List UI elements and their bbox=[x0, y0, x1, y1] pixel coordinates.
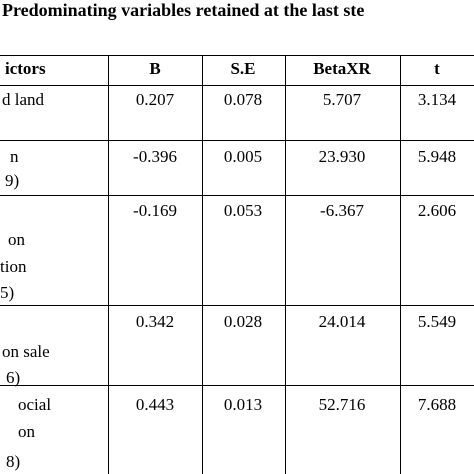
rule bbox=[285, 55, 286, 474]
rule bbox=[0, 385, 474, 386]
row-label: 9) bbox=[5, 171, 20, 190]
cell: 0.342 bbox=[135, 312, 175, 331]
cell: 7.688 bbox=[417, 395, 457, 414]
rule bbox=[108, 55, 109, 474]
row-label: ocial bbox=[18, 395, 52, 414]
cell: -6.367 bbox=[320, 201, 364, 220]
row-label: on bbox=[18, 422, 35, 441]
rule bbox=[0, 140, 474, 141]
rule bbox=[400, 55, 401, 474]
cell: 0.005 bbox=[223, 147, 263, 166]
header-cell: BetaXR bbox=[313, 59, 371, 78]
table-title: Predominating variables retained at the … bbox=[2, 0, 365, 20]
row-label: 5) bbox=[0, 283, 15, 302]
cell: 0.013 bbox=[223, 395, 263, 414]
rule bbox=[0, 85, 474, 86]
header-cell: S.E bbox=[230, 59, 256, 78]
cell: 0.078 bbox=[223, 90, 263, 109]
rule bbox=[0, 195, 474, 196]
cell: 0.028 bbox=[223, 312, 263, 331]
cell: 5.549 bbox=[417, 312, 457, 331]
row-label: tion bbox=[0, 257, 27, 276]
cell: 23.930 bbox=[318, 147, 366, 166]
rule bbox=[0, 55, 474, 56]
cell: -0.396 bbox=[133, 147, 177, 166]
row-label: on bbox=[8, 230, 25, 249]
header-cell: ictors bbox=[5, 59, 46, 78]
cell: 0.207 bbox=[135, 90, 175, 109]
cell: 5.948 bbox=[417, 147, 457, 166]
header-cell: B bbox=[149, 59, 161, 78]
cell: 2.606 bbox=[417, 201, 457, 220]
cell: 24.014 bbox=[318, 312, 366, 331]
rule bbox=[202, 55, 203, 474]
row-label: 8) bbox=[6, 452, 21, 471]
row-label: 6) bbox=[6, 368, 21, 387]
cell: -0.169 bbox=[133, 201, 177, 220]
cell: 0.053 bbox=[223, 201, 263, 220]
row-label: on sale bbox=[2, 342, 50, 361]
cell: 3.134 bbox=[417, 90, 457, 109]
cell: 5.707 bbox=[322, 90, 362, 109]
row-label: d land bbox=[2, 90, 45, 109]
cell: 0.443 bbox=[135, 395, 175, 414]
header-cell: t bbox=[434, 59, 440, 78]
cell: 52.716 bbox=[318, 395, 366, 414]
row-label: n bbox=[10, 147, 19, 166]
rule bbox=[0, 305, 474, 306]
